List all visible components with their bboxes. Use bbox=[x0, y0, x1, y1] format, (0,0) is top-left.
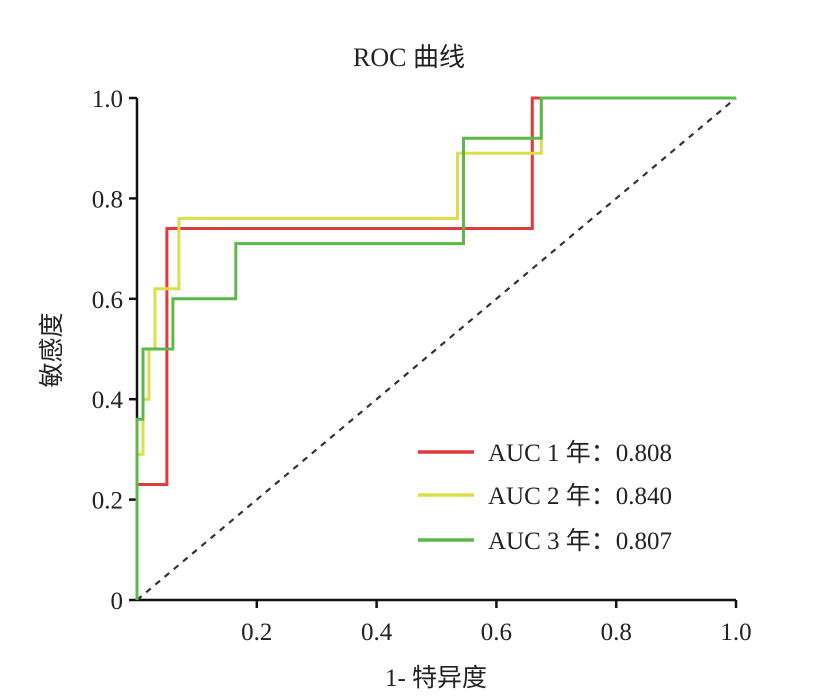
y-tick-label: 0.8 bbox=[92, 186, 123, 213]
chart-title: ROC 曲线 bbox=[353, 43, 465, 72]
roc-series-line-2 bbox=[135, 96, 736, 600]
x-tick-label: 0.8 bbox=[601, 619, 632, 646]
legend-label-3: AUC 3 年：0.807 bbox=[488, 527, 672, 555]
reference-diagonal-line bbox=[136, 97, 737, 601]
axes: 0 0.2 0.4 0.6 0.8 1.0 0.2 0.4 0.6 0.8 1.0 bbox=[92, 86, 752, 646]
roc-series-line-3 bbox=[135, 96, 736, 600]
x-tick-label: 1.0 bbox=[720, 619, 751, 646]
series-layer bbox=[135, 96, 737, 601]
y-axis-label: 敏感度 bbox=[38, 312, 66, 387]
legend-label-1: AUC 1 年：0.808 bbox=[488, 439, 672, 467]
y-tick-label: 0.6 bbox=[92, 287, 123, 314]
x-axis-label: 1- 特异度 bbox=[385, 664, 487, 692]
y-tick-label: 0.4 bbox=[92, 387, 124, 414]
y-tick-label: 0 bbox=[111, 588, 124, 615]
y-tick-label: 0.2 bbox=[92, 488, 123, 515]
legend-label-2: AUC 2 年：0.840 bbox=[488, 482, 672, 510]
x-tick-label: 0.2 bbox=[241, 619, 272, 646]
y-tick-label: 1.0 bbox=[92, 86, 123, 113]
x-tick-label: 0.6 bbox=[481, 619, 512, 646]
legend: AUC 1 年：0.808 AUC 2 年：0.840 AUC 3 年：0.807 bbox=[418, 439, 672, 555]
x-tick-label: 0.4 bbox=[361, 619, 393, 646]
